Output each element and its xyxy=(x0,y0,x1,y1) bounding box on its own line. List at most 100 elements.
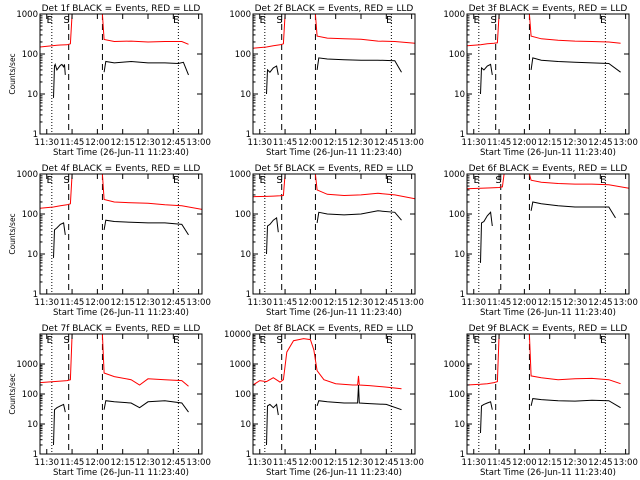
series-group xyxy=(253,174,415,255)
y-tick-label: 10 xyxy=(240,420,251,430)
series-line-lld xyxy=(253,14,415,49)
y-tick-label: 10 xyxy=(454,90,465,100)
series-group xyxy=(467,334,621,434)
marker-label: E xyxy=(173,175,179,186)
y-tick-label: 10 xyxy=(454,420,465,430)
x-tick-label: 11:45 xyxy=(273,138,298,148)
marker-label: S xyxy=(276,15,282,26)
plot-frame xyxy=(39,13,203,135)
x-tick-label: 12:45 xyxy=(374,458,399,468)
series-line-events-post- xyxy=(530,57,621,73)
y-tick-label: 10 xyxy=(27,420,38,430)
panel-title: Det 5f BLACK = Events, RED = LLD xyxy=(255,164,414,174)
x-tick-label: 12:15 xyxy=(110,138,135,148)
y-tick-label: 1 xyxy=(246,450,251,460)
marker-label: E xyxy=(473,175,479,186)
x-tick-label: 12:30 xyxy=(136,458,161,468)
x-axis-label: Start Time (26-Jun-11 11:23:40) xyxy=(53,308,189,318)
series-group xyxy=(253,338,402,446)
series-line-lld xyxy=(253,338,402,390)
x-tick-label: 12:30 xyxy=(563,298,588,308)
marker-label: S xyxy=(63,15,69,26)
marker-label: E xyxy=(46,175,52,186)
series-line-events-post- xyxy=(103,60,189,76)
series-group xyxy=(467,14,621,95)
series-line-events-post- xyxy=(530,398,621,409)
x-tick-label: 13:00 xyxy=(613,138,638,148)
x-tick-label: 11:30 xyxy=(462,458,487,468)
x-tick-label: 13:00 xyxy=(186,138,211,148)
y-axis-label: Counts/sec xyxy=(8,213,17,254)
x-tick-label: 12:45 xyxy=(588,298,613,308)
x-tick-label: 12:00 xyxy=(512,298,537,308)
panel-title: Det 7f BLACK = Events, RED = LLD xyxy=(42,324,201,334)
y-tick-label: 100 xyxy=(22,50,38,60)
plot-frame xyxy=(39,173,203,295)
x-tick-label: 12:00 xyxy=(85,458,110,468)
x-tick-label: 12:15 xyxy=(323,138,348,148)
x-tick-label: 12:45 xyxy=(374,138,399,148)
x-axis-label: Start Time (26-Jun-11 11:23:40) xyxy=(266,148,402,158)
x-axis-label: Start Time (26-Jun-11 11:23:40) xyxy=(480,148,616,158)
marker-label: S xyxy=(276,175,282,186)
x-tick-label: 11:30 xyxy=(35,458,60,468)
y-tick-label: 1 xyxy=(460,290,465,300)
series-line-lld xyxy=(40,14,189,48)
y-tick-label: 100 xyxy=(449,50,465,60)
marker-label: E xyxy=(259,15,265,26)
x-tick-label: 11:45 xyxy=(60,458,85,468)
y-tick-label: 1 xyxy=(460,130,465,140)
x-tick-label: 11:45 xyxy=(60,298,85,308)
series-line-events-post- xyxy=(530,201,616,219)
x-tick-label: 11:30 xyxy=(248,138,273,148)
marker-label: E xyxy=(46,335,52,346)
x-tick-label: 12:30 xyxy=(563,458,588,468)
marker-label: E xyxy=(473,335,479,346)
y-tick-label: 1000 xyxy=(229,360,251,370)
x-tick-label: 12:00 xyxy=(512,138,537,148)
y-tick-label: 1000 xyxy=(443,10,465,20)
y-tick-label: 100 xyxy=(449,210,465,220)
x-tick-label: 12:15 xyxy=(323,458,348,468)
x-tick-label: 13:00 xyxy=(613,298,638,308)
panel-title: Det 8f BLACK = Events, RED = LLD xyxy=(255,324,414,334)
x-tick-label: 12:00 xyxy=(85,138,110,148)
marker-label: E xyxy=(173,335,179,346)
marker-label: E xyxy=(600,335,606,346)
plot-frame xyxy=(466,173,630,295)
y-tick-label: 10 xyxy=(27,90,38,100)
x-tick-label: 12:30 xyxy=(563,138,588,148)
x-tick-label: 13:00 xyxy=(186,298,211,308)
x-tick-label: 11:30 xyxy=(462,298,487,308)
series-line-events xyxy=(53,62,66,98)
y-tick-label: 1000 xyxy=(16,10,38,20)
y-axis-label: Counts/sec xyxy=(8,53,17,94)
marker-label: S xyxy=(63,335,69,346)
y-tick-label: 100 xyxy=(235,50,251,60)
y-tick-label: 1 xyxy=(33,290,38,300)
series-group xyxy=(40,14,189,98)
y-tick-label: 1 xyxy=(33,130,38,140)
y-tick-label: 10000 xyxy=(224,330,251,340)
x-tick-label: 12:15 xyxy=(110,298,135,308)
marker-label: E xyxy=(173,15,179,26)
marker-label: E xyxy=(46,15,52,26)
y-tick-label: 100 xyxy=(22,210,38,220)
y-tick-label: 1 xyxy=(246,290,251,300)
x-tick-label: 12:30 xyxy=(349,458,374,468)
series-line-events xyxy=(266,403,279,446)
y-tick-label: 1000 xyxy=(443,360,465,370)
x-tick-label: 12:00 xyxy=(85,298,110,308)
x-tick-label: 12:30 xyxy=(136,138,161,148)
x-tick-label: 13:00 xyxy=(399,458,424,468)
y-tick-label: 1 xyxy=(246,130,251,140)
series-line-events-post- xyxy=(316,384,402,411)
x-tick-label: 11:30 xyxy=(462,138,487,148)
